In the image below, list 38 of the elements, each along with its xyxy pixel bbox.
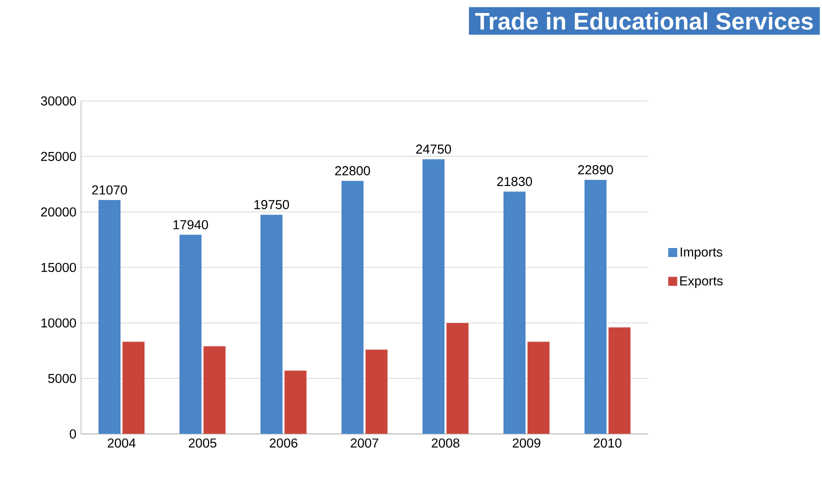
bar	[504, 192, 526, 434]
data-label: 21830	[497, 176, 532, 186]
x-tick-label: 2006	[270, 438, 298, 448]
y-tick-label: 5000	[48, 374, 76, 384]
data-label: 17940	[173, 220, 208, 230]
x-tick-label: 2009	[512, 438, 540, 448]
x-tick-label: 2010	[594, 438, 622, 448]
bar	[342, 180, 364, 434]
data-label: 24750	[416, 144, 452, 154]
x-tick-label: 2004	[108, 438, 136, 448]
bar	[204, 346, 226, 434]
x-tick-label: 2007	[350, 438, 378, 448]
data-label: 19750	[254, 200, 290, 210]
bar	[366, 350, 388, 434]
bar	[122, 342, 145, 434]
legend-label: Imports	[680, 248, 722, 260]
y-tick-label: 10000	[41, 318, 76, 328]
y-tick-label: 0	[70, 429, 76, 439]
bar	[180, 234, 202, 434]
y-tick-label: 25000	[41, 152, 76, 162]
y-tick-label: 20000	[41, 207, 76, 217]
data-label: 21070	[92, 185, 128, 195]
bar	[422, 159, 445, 434]
y-tick-label: 30000	[40, 96, 76, 106]
bar	[608, 327, 631, 434]
bar	[260, 214, 283, 434]
x-tick-label: 2008	[432, 438, 460, 448]
bar	[528, 342, 550, 434]
x-tick-label: 2005	[188, 438, 216, 448]
data-label: 22800	[335, 166, 370, 176]
y-tick-label: 15000	[41, 262, 76, 272]
chart-title: Trade in Educational Services	[475, 12, 813, 30]
bar	[584, 180, 607, 434]
data-label: 22890	[578, 165, 614, 174]
bar	[446, 322, 469, 434]
legend-label: Exports	[680, 276, 723, 288]
bar	[98, 200, 121, 434]
bar	[284, 370, 307, 434]
